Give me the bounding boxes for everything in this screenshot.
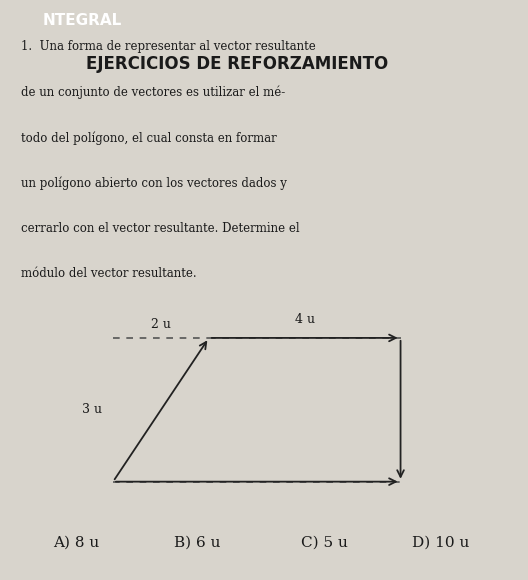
- Text: 2 u: 2 u: [151, 318, 171, 331]
- Text: 3 u: 3 u: [81, 403, 101, 416]
- Text: 4 u: 4 u: [295, 313, 315, 326]
- Text: A) 8 u: A) 8 u: [53, 535, 99, 549]
- Text: D) 10 u: D) 10 u: [412, 535, 469, 549]
- Text: NTEGRAL: NTEGRAL: [42, 13, 121, 28]
- Text: módulo del vector resultante.: módulo del vector resultante.: [21, 267, 197, 281]
- Text: de un conjunto de vectores es utilizar el mé-: de un conjunto de vectores es utilizar e…: [21, 86, 285, 99]
- Text: EJERCICIOS DE REFORZAMIENTO: EJERCICIOS DE REFORZAMIENTO: [87, 55, 389, 73]
- Text: un polígono abierto con los vectores dados y: un polígono abierto con los vectores dad…: [21, 176, 287, 190]
- Text: 1.  Una forma de representar al vector resultante: 1. Una forma de representar al vector re…: [21, 41, 316, 53]
- Text: todo del polígono, el cual consta en formar: todo del polígono, el cual consta en for…: [21, 131, 277, 144]
- Text: C) 5 u: C) 5 u: [301, 535, 348, 549]
- Text: cerrarlo con el vector resultante. Determine el: cerrarlo con el vector resultante. Deter…: [21, 222, 300, 235]
- Text: B) 6 u: B) 6 u: [174, 535, 221, 549]
